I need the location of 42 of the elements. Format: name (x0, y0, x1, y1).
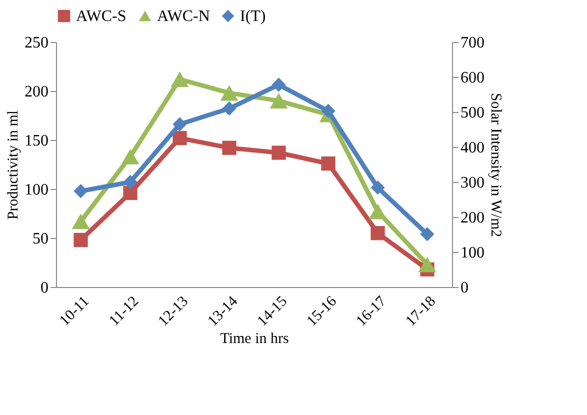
y-tick-label: 0 (40, 280, 48, 296)
point (272, 78, 286, 92)
y-tick-label: 50 (32, 230, 48, 248)
y2-tick-label: 0 (460, 280, 468, 296)
y2-tick-label: 700 (460, 34, 484, 52)
point (121, 148, 140, 164)
point (74, 232, 88, 248)
y2-tick-label: 600 (460, 70, 484, 86)
y2-tick-label: 400 (460, 140, 484, 156)
point (321, 104, 336, 118)
y2-tick-label: 500 (460, 104, 484, 122)
y-tick-label: 250 (24, 34, 48, 52)
y-axis-title: Productivity in ml (6, 110, 22, 220)
y2-axis-title: Solar Intensity in W/m2 (488, 92, 504, 238)
y-tick-label: 200 (24, 84, 48, 100)
point (222, 140, 236, 155)
point (418, 256, 436, 272)
point (172, 130, 187, 146)
y2-tick-label: 100 (460, 244, 484, 262)
point (172, 117, 187, 132)
y-tick-label: 100 (24, 182, 48, 198)
point (272, 146, 286, 160)
point (123, 186, 138, 200)
point (420, 227, 434, 242)
y-tick-label: 150 (24, 132, 48, 150)
legend-label: AWC-N (157, 8, 210, 25)
point (321, 156, 336, 171)
point (170, 71, 189, 87)
y2-tick-label: 300 (460, 174, 484, 192)
point (370, 226, 385, 240)
point (74, 184, 88, 198)
point (270, 93, 288, 109)
point (368, 204, 387, 220)
point (370, 180, 385, 195)
point (220, 85, 238, 101)
point (72, 214, 90, 230)
legend-label: I(T) (240, 8, 266, 25)
point (123, 174, 138, 190)
x-axis-title: Time in hrs (220, 330, 289, 347)
point (222, 101, 236, 116)
legend-label: AWC-S (76, 8, 126, 25)
y2-tick-label: 200 (460, 210, 484, 226)
